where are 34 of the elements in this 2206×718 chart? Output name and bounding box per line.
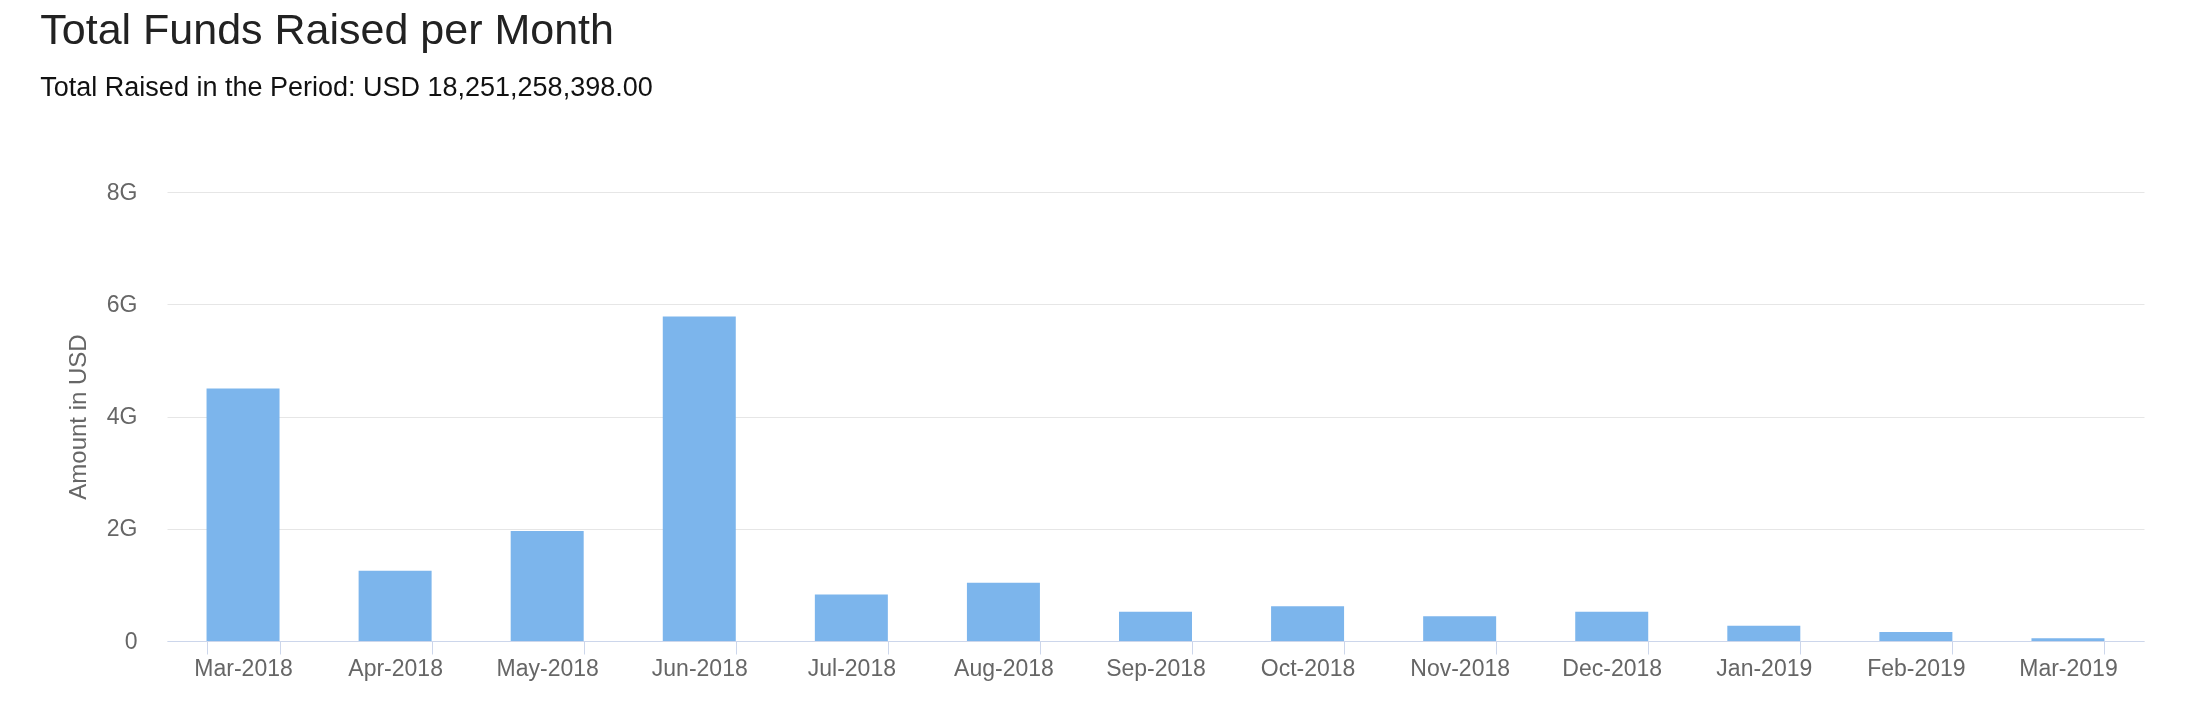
x-tick-label: Jun-2018 <box>651 654 748 681</box>
x-tick-label: Jul-2018 <box>807 654 896 681</box>
x-tick-label: Mar-2018 <box>194 654 293 681</box>
x-tick-label: Feb-2019 <box>1867 654 1966 681</box>
x-tick-label: Aug-2018 <box>954 654 1054 681</box>
bar <box>662 316 736 641</box>
bar <box>2031 638 2105 641</box>
bar <box>966 582 1040 641</box>
y-axis-title: Amount in USD <box>63 334 91 500</box>
x-tick-label: Mar-2019 <box>2019 654 2118 681</box>
y-tick-label: 8G <box>106 178 138 205</box>
x-tick-label: Apr-2018 <box>348 654 443 681</box>
x-tick-label: Oct-2018 <box>1260 654 1356 681</box>
chart-title: Total Funds Raised per Month <box>40 5 614 53</box>
bar <box>358 570 432 641</box>
y-tick-label: 2G <box>106 515 138 542</box>
x-tick-label: Dec-2018 <box>1562 654 1663 681</box>
bar <box>1575 611 1649 641</box>
bar <box>206 388 280 641</box>
bar <box>814 594 888 641</box>
x-tick-label: May-2018 <box>496 654 599 681</box>
y-tick-label: 4G <box>106 403 138 429</box>
chart-subtitle: Total Raised in the Period: USD 18,251,258,398.00 <box>40 72 653 102</box>
bar <box>1879 632 1953 641</box>
bar <box>1271 606 1345 641</box>
bar <box>1423 616 1497 641</box>
x-tick-label: Sep-2018 <box>1106 654 1206 681</box>
x-tick-label: Nov-2018 <box>1410 654 1511 681</box>
bar <box>1727 625 1801 641</box>
x-tick-label: Jan-2019 <box>1716 654 1813 681</box>
y-tick-label: 6G <box>106 290 138 317</box>
bar <box>1119 611 1192 641</box>
bar <box>510 531 584 641</box>
y-tick-label: 0 <box>124 627 138 654</box>
